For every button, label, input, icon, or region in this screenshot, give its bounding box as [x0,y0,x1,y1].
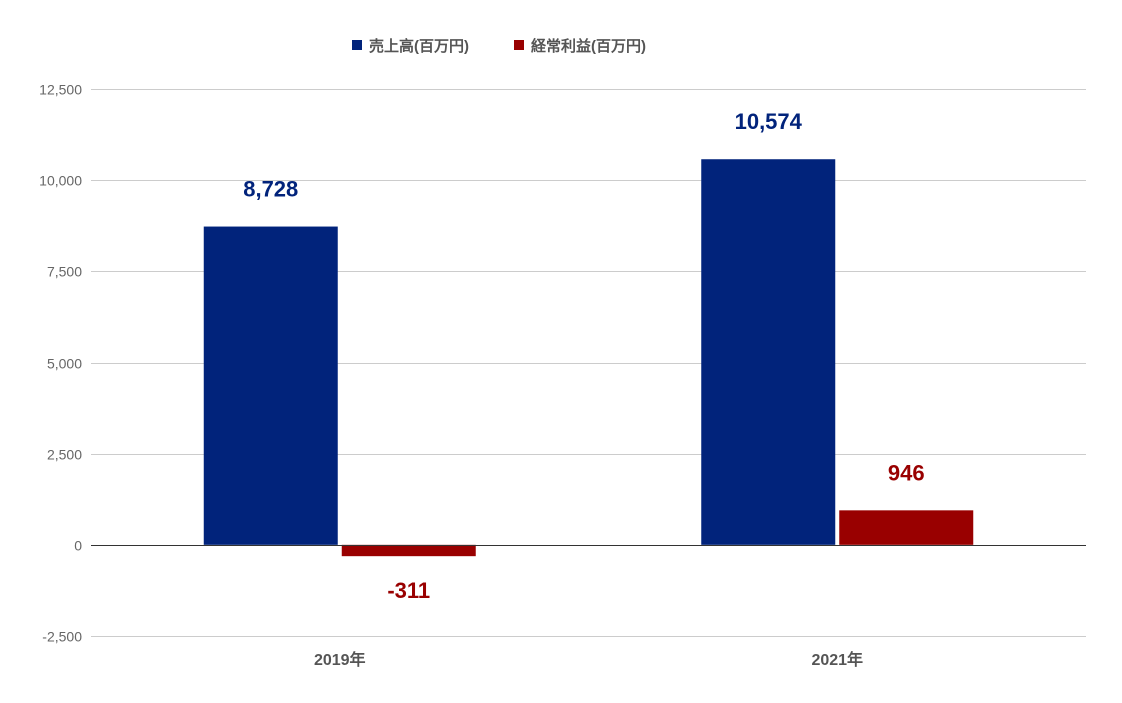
legend[interactable]: 売上高(百万円) 経常利益(百万円) [352,37,646,55]
legend-swatch [514,40,524,50]
bar-series0-cat0[interactable] [203,226,338,545]
x-category-label: 2021年 [811,650,863,669]
legend-label: 売上高(百万円) [369,37,469,55]
y-tick-label: -2,500 [42,629,82,645]
y-tick-label: 10,000 [39,173,82,189]
legend-swatch [352,40,362,50]
label-layer: 8,728 -311 10,574 946 [243,109,924,603]
y-tick-label: 7,500 [47,264,82,280]
y-tick-label: 2,500 [47,447,82,463]
bar-layer [203,159,974,557]
x-category-label: 2019年 [314,650,366,669]
data-label: 10,574 [735,109,803,134]
bar-series1-cat0[interactable] [341,544,476,557]
y-tick-label: 5,000 [47,356,82,372]
bar-series1-cat1[interactable] [839,510,974,545]
data-label: 8,728 [243,177,298,202]
y-tick-label: 0 [74,538,82,554]
data-label: 946 [888,460,925,485]
legend-item-1[interactable]: 経常利益(百万円) [514,37,646,55]
y-tick-label: 12,500 [39,82,82,98]
bar-series0-cat1[interactable] [701,159,836,545]
axis-layer: -2,500 0 2,500 5,000 7,500 10,000 12,500 2019年 2… [39,82,1086,669]
data-label: -311 [387,578,430,603]
legend-label: 経常利益(百万円) [531,37,646,55]
legend-item-0[interactable]: 売上高(百万円) [352,37,469,55]
